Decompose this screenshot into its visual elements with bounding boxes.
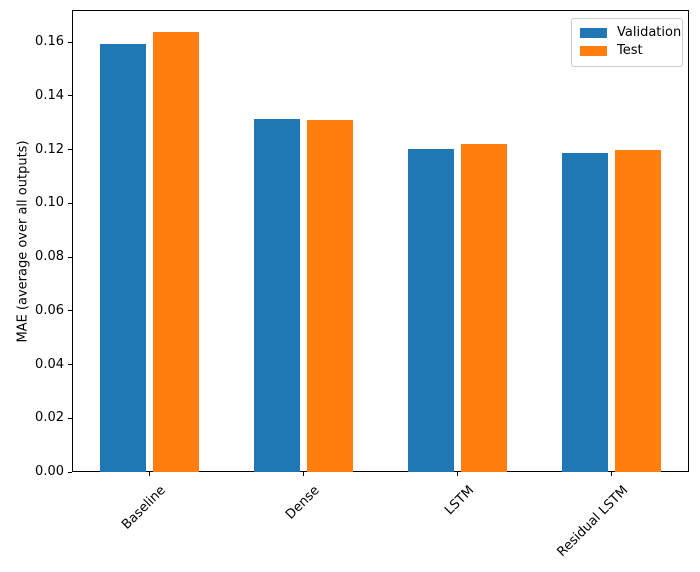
bar-test-lstm bbox=[461, 144, 508, 472]
x-tick-mark bbox=[148, 472, 150, 476]
legend-item-validation: Validation bbox=[580, 24, 681, 42]
bar-validation-baseline bbox=[99, 44, 146, 472]
y-tick-mark bbox=[68, 417, 72, 419]
legend-item-test: Test bbox=[580, 42, 674, 60]
y-tick-mark bbox=[68, 256, 72, 258]
y-tick-label: 0.16 bbox=[35, 34, 64, 50]
y-tick-mark bbox=[68, 471, 72, 473]
legend: Validation Test bbox=[571, 18, 683, 67]
x-tick-label-baseline: Baseline bbox=[119, 483, 169, 533]
bar-test-dense bbox=[306, 119, 353, 472]
y-tick-label: 0.04 bbox=[35, 356, 64, 372]
x-tick-mark bbox=[457, 472, 459, 476]
bar-validation-dense bbox=[253, 119, 300, 472]
x-tick-mark bbox=[611, 472, 613, 476]
legend-swatch-test bbox=[580, 46, 607, 56]
legend-label-validation: Validation bbox=[617, 25, 682, 40]
x-tick-label-lstm: LSTM bbox=[442, 483, 478, 519]
y-tick-label: 0.06 bbox=[35, 302, 64, 318]
legend-label-test: Test bbox=[617, 43, 643, 58]
y-tick-mark bbox=[68, 41, 72, 43]
y-tick-label: 0.08 bbox=[35, 249, 64, 265]
bar-test-residual-lstm bbox=[615, 150, 662, 472]
y-tick-mark bbox=[68, 95, 72, 97]
y-tick-mark bbox=[68, 310, 72, 312]
y-tick-label: 0.12 bbox=[35, 141, 64, 157]
plot-area: Validation Test bbox=[72, 10, 689, 472]
y-tick-mark bbox=[68, 149, 72, 151]
y-tick-mark bbox=[68, 202, 72, 204]
y-tick-label: 0.02 bbox=[35, 410, 64, 426]
x-tick-label-residual-lstm: Residual LSTM bbox=[554, 483, 632, 560]
y-tick-label: 0.14 bbox=[35, 87, 64, 103]
y-tick-label: 0.10 bbox=[35, 195, 64, 211]
bar-test-baseline bbox=[152, 32, 199, 472]
x-tick-label-dense: Dense bbox=[283, 483, 323, 523]
y-tick-mark bbox=[68, 364, 72, 366]
y-tick-label: 0.00 bbox=[35, 464, 64, 479]
bar-validation-lstm bbox=[408, 148, 455, 472]
x-tick-mark bbox=[302, 472, 304, 476]
legend-swatch-validation bbox=[580, 28, 607, 38]
bar-validation-residual-lstm bbox=[562, 153, 609, 472]
